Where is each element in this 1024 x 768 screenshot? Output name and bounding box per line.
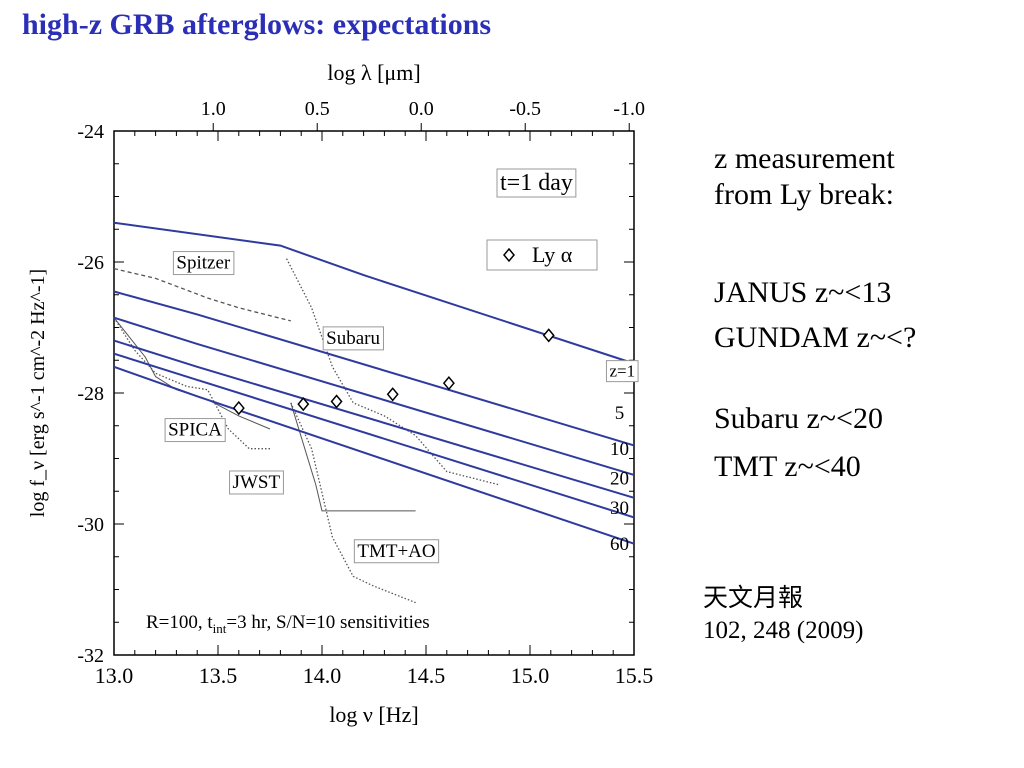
time-label: t=1 day [500, 170, 573, 196]
instrument-curve-tmt-ao [290, 402, 416, 604]
note-ly-break-line1: z measurement [714, 142, 895, 175]
slide-title: high-z GRB afterglows: expectations [22, 8, 492, 41]
series-label-z1-box [605, 360, 639, 383]
citation-journal: 天文月報 [703, 583, 804, 612]
plot-frame [113, 130, 635, 656]
y-tick-label: -28 [77, 383, 104, 405]
instrument-label: SPICA [168, 420, 222, 441]
x-axis-label: log ν [Hz] [329, 702, 418, 727]
time-label-box [496, 168, 577, 198]
sensitivity-note: R=100, tint=3 hr, S/N=10 sensitivities [146, 612, 430, 636]
model-line-z60 [113, 365, 635, 545]
top-axis-label: log λ [μm] [327, 60, 420, 85]
x-tick-label: 14.0 [303, 663, 342, 688]
instrument-label-box [229, 470, 284, 495]
ly-alpha-marker [386, 387, 399, 402]
ly-alpha-marker [232, 400, 245, 416]
instrument-label: Subaru [326, 328, 380, 349]
y-axis-label: log f_ν [erg s^-1 cm^-2 Hz^-1] [27, 269, 49, 517]
instrument-curve-extra [290, 402, 416, 512]
instrument-label: Spitzer [176, 253, 230, 274]
x-tick-label: 13.5 [199, 663, 238, 688]
instrument-curve-spitzer [113, 267, 291, 322]
x-tick-label: 15.0 [511, 663, 550, 688]
series-label: 10 [610, 439, 629, 460]
x-tick-label: 14.5 [407, 663, 446, 688]
top-tick-label: -1.0 [613, 98, 645, 120]
instrument-curve-spica [113, 317, 271, 430]
top-tick-label: 0.0 [409, 98, 434, 120]
instrument-curve-jwst [113, 317, 270, 450]
y-tick-label: -32 [77, 645, 104, 667]
instrument-label-box [172, 251, 235, 276]
instrument-label-box [353, 539, 440, 564]
series-label: 30 [610, 498, 629, 519]
model-line-z20 [113, 339, 635, 499]
instrument-label: JWST [233, 472, 281, 493]
y-tick-label: -26 [77, 252, 104, 274]
series-label: 20 [610, 469, 629, 490]
model-line-z30 [113, 352, 635, 519]
x-tick-label: 13.0 [95, 663, 134, 688]
citation-volume: 102, 248 (2009) [703, 617, 864, 644]
top-tick-label: 0.5 [305, 98, 330, 120]
instrument-label-box [164, 418, 226, 443]
model-line-z10 [113, 316, 635, 476]
y-tick-label: -24 [77, 121, 104, 143]
note-tmt: TMT z~<40 [714, 450, 861, 483]
instrument-curve-subaru [286, 258, 499, 486]
note-janus: JANUS z~<13 [714, 276, 892, 309]
x-tick-label: 15.5 [615, 663, 654, 688]
model-line-z1 [113, 221, 635, 365]
y-tick-label: -30 [77, 514, 104, 536]
instrument-label: TMT+AO [357, 541, 435, 562]
note-gundam: GUNDAM z~<? [714, 321, 917, 354]
ly-alpha-marker [542, 328, 555, 343]
ly-alpha-marker [330, 394, 343, 409]
top-tick-label: 1.0 [201, 98, 226, 120]
ly-alpha-marker [297, 396, 310, 412]
series-label-z1: z=1 [609, 362, 635, 381]
note-subaru: Subaru z~<20 [714, 402, 883, 435]
ly-alpha-marker [442, 376, 455, 391]
instrument-label-box [322, 326, 384, 351]
series-label: 60 [610, 534, 629, 555]
series-label: 5 [615, 403, 625, 424]
model-line-z5 [113, 290, 635, 447]
legend-label: Ly α [532, 242, 573, 267]
note-ly-break-line2: from Ly break: [714, 178, 894, 211]
legend-diamond-icon [503, 247, 515, 263]
top-tick-label: -0.5 [509, 98, 541, 120]
